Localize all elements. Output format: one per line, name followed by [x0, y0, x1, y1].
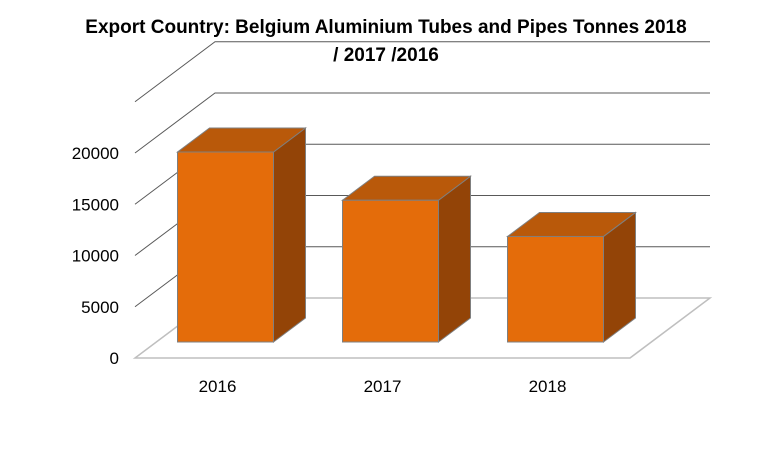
- gridline: [134, 41, 710, 103]
- y-tick-label: 5000: [81, 298, 119, 317]
- bar-front-face: [177, 151, 274, 343]
- x-axis-ticks: 2016 2017 2018: [199, 377, 567, 396]
- x-tick-label: 2017: [364, 377, 402, 396]
- chart-title-line-2: / 2017 /2016: [333, 45, 439, 66]
- y-tick-label: 15000: [72, 195, 119, 214]
- bar-2018: [506, 211, 637, 343]
- x-tick-label: 2018: [529, 377, 567, 396]
- chart-title: Export Country: Belgium Aluminium Tubes …: [0, 14, 772, 70]
- bar-front-face: [507, 235, 604, 343]
- bar-side-face: [438, 175, 471, 343]
- bar-2017: [341, 175, 472, 343]
- bar-2016: [176, 127, 307, 343]
- bar-front-face: [342, 199, 439, 343]
- y-tick-label: 0: [110, 349, 119, 368]
- y-tick-label: 20000: [72, 144, 119, 163]
- bars-layer: [176, 127, 637, 343]
- y-axis-ticks: 0 5000 10000 15000 20000: [72, 144, 119, 368]
- y-tick-label: 10000: [72, 247, 119, 266]
- bar-side-face: [273, 127, 306, 343]
- x-tick-label: 2016: [199, 377, 237, 396]
- chart-title-line-1: Export Country: Belgium Aluminium Tubes …: [85, 17, 687, 38]
- gridline: [134, 92, 710, 154]
